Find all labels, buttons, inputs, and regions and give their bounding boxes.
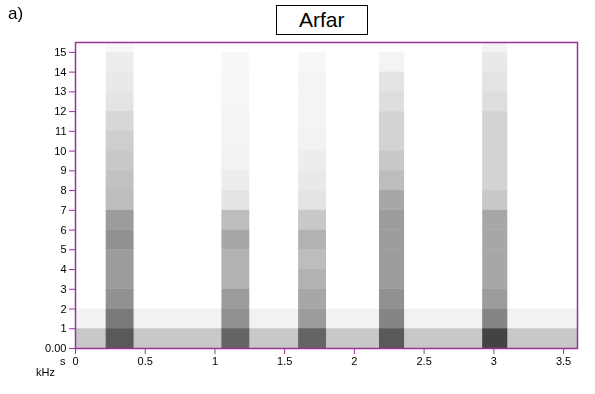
svg-text:13: 13 xyxy=(54,85,66,97)
html-text:a): a) xyxy=(8,4,24,23)
svg-text:0: 0 xyxy=(72,355,78,367)
html-text:Arfar: Arfar xyxy=(299,8,345,31)
svg-text:9: 9 xyxy=(60,164,66,176)
svg-text:8: 8 xyxy=(60,184,66,196)
svg-text:s: s xyxy=(60,355,66,367)
svg-text:15: 15 xyxy=(54,46,66,58)
svg-text:5: 5 xyxy=(60,243,66,255)
svg-text:1: 1 xyxy=(60,322,66,334)
svg-text:kHz: kHz xyxy=(36,366,55,378)
svg-text:2: 2 xyxy=(351,355,357,367)
svg-text:0.00: 0.00 xyxy=(45,342,66,354)
svg-text:4: 4 xyxy=(60,263,66,275)
svg-text:3: 3 xyxy=(60,283,66,295)
svg-text:2: 2 xyxy=(60,303,66,315)
svg-text:11: 11 xyxy=(55,125,66,137)
svg-text:1: 1 xyxy=(212,355,218,367)
svg-text:12: 12 xyxy=(54,105,66,117)
svg-text:7: 7 xyxy=(60,204,66,216)
svg-text:10: 10 xyxy=(54,145,66,157)
svg-text:14: 14 xyxy=(54,66,66,78)
svg-text:3: 3 xyxy=(491,355,497,367)
svg-text:0.5: 0.5 xyxy=(138,355,153,367)
svg-text:2.5: 2.5 xyxy=(416,355,431,367)
svg-text:3.5: 3.5 xyxy=(556,355,571,367)
svg-text:6: 6 xyxy=(60,224,66,236)
svg-text:1.5: 1.5 xyxy=(277,355,292,367)
